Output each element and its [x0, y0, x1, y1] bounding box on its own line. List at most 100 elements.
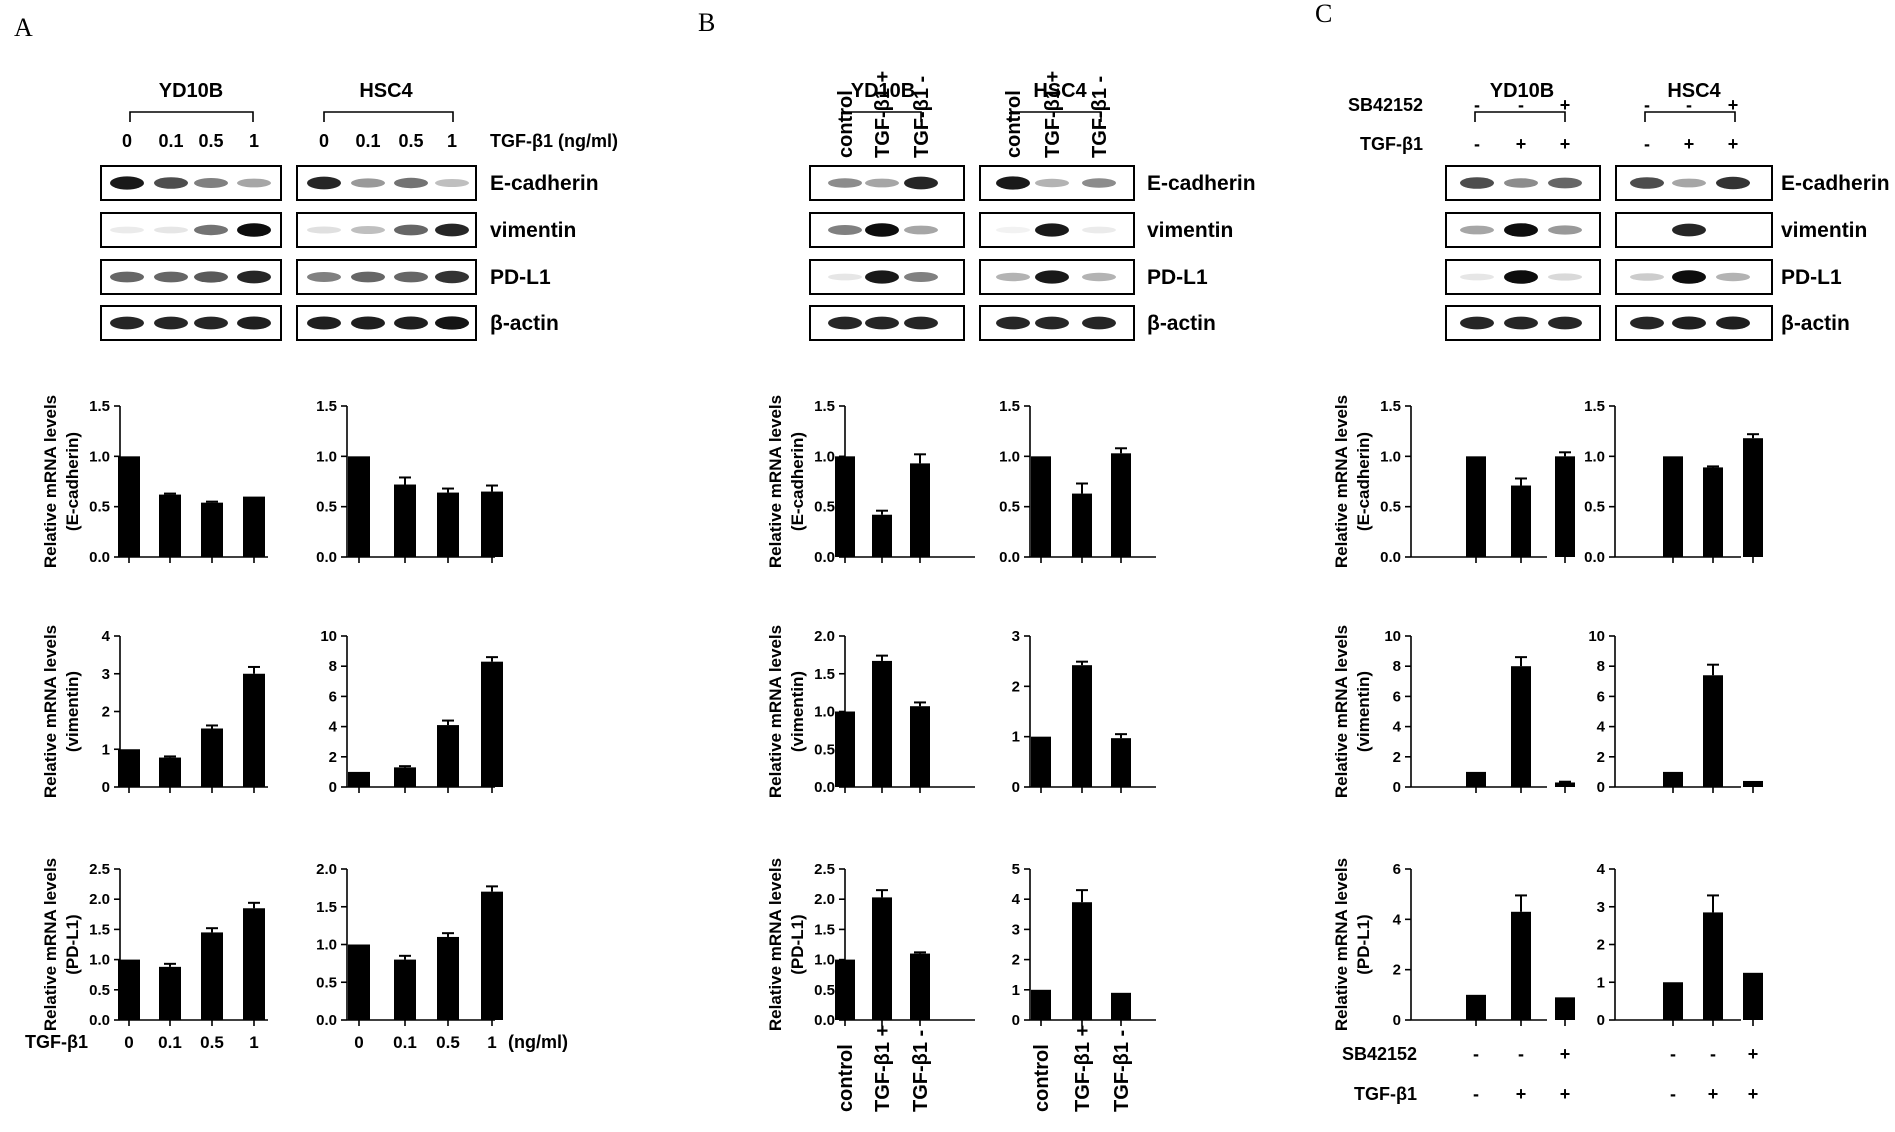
bar	[201, 502, 223, 557]
y-tick-label: 0	[329, 779, 337, 796]
bar	[1072, 665, 1092, 787]
dose-category-label: 0.1	[393, 1033, 417, 1052]
blot-band	[1035, 270, 1069, 284]
y-axis-label: (E-cadherin)	[788, 432, 807, 531]
bar-chart-c-hsc4-2: 0 1 2 3 4	[1597, 861, 1763, 1029]
y-tick-label: 0.0	[316, 1012, 337, 1029]
blot-band	[351, 178, 385, 188]
y-axis-label: Relative mRNA levels	[1332, 395, 1351, 568]
blot-label--actin: β-actin	[490, 312, 559, 335]
bar	[1703, 675, 1723, 787]
y-tick-label: 5	[1012, 861, 1020, 878]
treatment-row-label: SB42152	[1348, 95, 1423, 115]
y-tick-label: 2	[1012, 678, 1020, 695]
y-axis-label: Relative mRNA levels	[766, 395, 785, 568]
dose-label: 0.1	[355, 131, 380, 151]
y-tick-label: 1.0	[814, 448, 835, 465]
blot-band	[435, 223, 469, 237]
bar	[394, 959, 416, 1020]
bar	[437, 492, 459, 557]
y-tick-label: 0.5	[89, 982, 110, 999]
bar	[118, 749, 140, 787]
bar	[1111, 453, 1131, 557]
y-tick-label: 6	[1393, 688, 1401, 705]
blot-band	[828, 316, 862, 330]
blot-band	[435, 179, 469, 187]
y-tick-label: 0.0	[89, 549, 110, 566]
bar	[1072, 493, 1092, 557]
treatment-row-label: TGF-β1	[1354, 1084, 1417, 1104]
y-tick-label: 2	[329, 749, 337, 766]
y-axis-label: (E-cadherin)	[1354, 432, 1373, 531]
bar-chart-a-yd10b-2: 0.0 0.5 1.0 1.5 2.0 2.5 Relative mRNA levels (P…	[41, 858, 268, 1031]
y-tick-label: 8	[1597, 658, 1605, 675]
cell-line-label-yd10b: YD10B	[159, 80, 223, 102]
blot-band	[110, 176, 144, 190]
lane-bracket	[841, 111, 922, 122]
y-tick-label: 2	[1393, 749, 1401, 766]
bar	[118, 959, 140, 1020]
blot-band	[307, 226, 341, 234]
y-tick-label: 6	[329, 688, 337, 705]
y-tick-label: 8	[329, 658, 337, 675]
y-tick-label: 1.0	[1584, 448, 1605, 465]
bar	[1743, 438, 1763, 557]
y-tick-label: 1.0	[89, 448, 110, 465]
y-tick-label: 1.5	[814, 398, 835, 415]
dose-label: 1	[447, 131, 457, 151]
blot-label-pd-l1: PD-L1	[490, 266, 551, 289]
bar	[1031, 456, 1051, 557]
blot-band	[110, 271, 144, 283]
y-tick-label: 3	[1012, 628, 1020, 645]
y-tick-label: 1.0	[316, 448, 337, 465]
bar	[1072, 902, 1092, 1020]
bar-chart-b-yd10b-2: 0.0 0.5 1.0 1.5 2.0 2.5 Relative mRNA levels (P…	[766, 858, 975, 1031]
blot-band	[1504, 316, 1538, 330]
y-tick-label: 2	[1393, 962, 1401, 979]
y-tick-label: 3	[1597, 899, 1605, 916]
blot-band	[1630, 177, 1664, 189]
dose-category-label: 0.5	[436, 1033, 460, 1052]
blot-band	[996, 226, 1030, 234]
bar	[1466, 994, 1486, 1020]
panel-letter-C: C	[1315, 0, 1332, 28]
treatment-label: TGF-β1 +	[872, 71, 894, 158]
bar	[1031, 989, 1051, 1020]
y-tick-label: 1.0	[999, 448, 1020, 465]
y-tick-label: 0	[102, 779, 110, 796]
treatment-category-label: control	[1031, 1044, 1053, 1112]
y-tick-label: 1.5	[89, 921, 110, 938]
y-axis-label: Relative mRNA levels	[41, 625, 60, 798]
lane-bracket	[1474, 111, 1566, 122]
bar	[481, 491, 503, 557]
blot-band	[1035, 223, 1069, 237]
y-tick-label: 0	[1597, 1012, 1605, 1029]
blot-band	[1672, 316, 1706, 330]
dose-label: 0.1	[158, 131, 183, 151]
blot-band	[307, 316, 341, 330]
blot-band	[1672, 223, 1706, 237]
treatment-sign: -	[1473, 1084, 1479, 1104]
y-axis-label: Relative mRNA levels	[1332, 858, 1351, 1031]
y-tick-label: 4	[1012, 891, 1021, 908]
bar-chart-a-yd10b-1: 0 1 2 3 4 Relative mRNA levels (vimentin)	[41, 625, 268, 798]
y-tick-label: 0.5	[814, 499, 835, 516]
treatment-category-label: TGF-β1 -	[1111, 1030, 1133, 1112]
dose-category-label: 0.5	[200, 1033, 224, 1052]
bar-chart-a-hsc4-2: 0.0 0.5 1.0 1.5 2.0	[316, 861, 503, 1029]
blot-band	[307, 272, 341, 282]
treatment-sign: +	[1560, 134, 1571, 154]
bar	[394, 484, 416, 557]
dose-category-label: 1	[249, 1033, 258, 1052]
bar	[437, 936, 459, 1020]
blot-band	[110, 226, 144, 234]
y-axis-label: (PD-L1)	[63, 914, 82, 974]
blot-band	[194, 178, 228, 188]
dose-label: 1	[249, 131, 259, 151]
treatment-sign: +	[1684, 134, 1695, 154]
y-tick-label: 2	[1597, 937, 1605, 954]
bar	[243, 673, 265, 787]
y-axis-label: (PD-L1)	[788, 914, 807, 974]
blot-band	[351, 271, 385, 283]
